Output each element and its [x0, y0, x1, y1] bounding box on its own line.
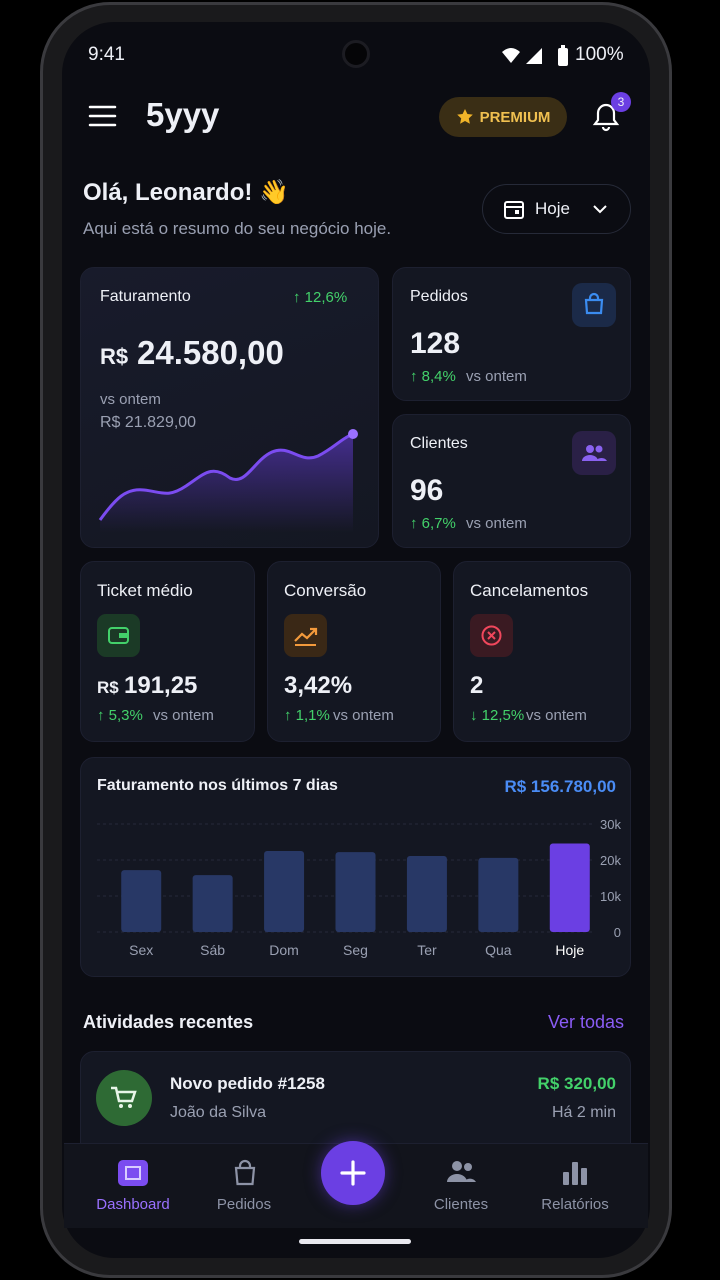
y-tick-label: 20k — [600, 853, 621, 868]
notification-badge: 3 — [611, 92, 631, 112]
revenue-change: ↑ 12,6% — [293, 289, 348, 306]
home-indicator — [299, 1239, 411, 1244]
card-suffix: vs ontem — [526, 707, 587, 724]
bar — [335, 852, 376, 932]
card-suffix: vs ontem — [333, 707, 394, 724]
clients-nav-icon — [447, 1161, 476, 1182]
card-value: 191,25 — [124, 672, 198, 699]
period-label: Hoje — [535, 199, 570, 218]
bar — [549, 843, 590, 932]
stat-suffix: vs ontem — [466, 368, 527, 385]
bar — [478, 857, 519, 932]
activities-title: Atividades recentes — [83, 1012, 254, 1032]
revenue-title: Faturamento — [100, 288, 191, 305]
y-tick-label: 10k — [600, 889, 621, 904]
app-name: 5yyy — [146, 96, 220, 133]
notification-button[interactable] — [590, 100, 624, 134]
orders-icon — [572, 283, 616, 327]
wallet-icon — [97, 614, 140, 657]
y-tick-label: 0 — [614, 925, 621, 940]
status-icons — [502, 48, 542, 64]
revenue-compare-value: R$ 21.829,00 — [100, 414, 197, 431]
nav-label[interactable]: Clientes — [433, 1196, 489, 1213]
menu-button[interactable] — [88, 104, 118, 128]
x-tick-label: Seg — [343, 942, 368, 958]
trend-icon — [284, 614, 327, 657]
bar — [121, 870, 162, 932]
chevron-icon — [593, 205, 607, 214]
activity-time: Há 2 min — [551, 1104, 616, 1121]
activities-link[interactable]: Ver todas — [547, 1012, 624, 1032]
card-value: 3,42% — [284, 672, 353, 699]
activity-amount: R$ 320,00 — [537, 1074, 616, 1093]
x-tick-label: Hoje — [555, 942, 584, 958]
premium-badge[interactable]: PREMIUM — [439, 97, 567, 137]
bar-chart: 0 10k 20k 30k Sex Sáb Dom Seg Ter Qua Hoje — [97, 817, 621, 958]
battery-level: 100% — [575, 44, 624, 65]
chart-total: R$ 156.780,00 — [504, 777, 616, 796]
card-title: Conversão — [284, 581, 367, 600]
star-icon — [456, 109, 473, 124]
stat-value: 96 — [410, 474, 444, 507]
status-time: 9:41 — [88, 44, 125, 65]
reports-nav-icon — [563, 1162, 587, 1185]
activity-subtitle: João da Silva — [170, 1104, 267, 1121]
cart-icon — [96, 1070, 152, 1126]
card-change: ↑ 5,3% — [97, 707, 143, 724]
clients-icon — [572, 431, 616, 475]
stat-suffix: vs ontem — [466, 515, 527, 532]
card-value: 2 — [470, 672, 484, 699]
x-tick-label: Ter — [417, 942, 437, 958]
revenue-amount: 24.580,00 — [137, 334, 284, 371]
card-title: Ticket médio — [97, 581, 193, 600]
battery-icon — [558, 45, 568, 66]
x-tick-label: Sex — [129, 942, 153, 958]
calendar-icon — [504, 201, 524, 219]
card-change: ↑ 1,1% — [284, 707, 330, 724]
y-tick-label: 30k — [600, 817, 621, 832]
dashboard-icon — [118, 1160, 148, 1186]
card-title: Cancelamentos — [470, 581, 589, 600]
greeting-title: Olá, Leonardo! 👋 — [83, 179, 289, 206]
revenue-currency: R$ — [100, 344, 129, 369]
x-tick-label: Dom — [269, 942, 299, 958]
bar — [406, 856, 447, 932]
stat-value: 128 — [410, 327, 461, 360]
revenue-sparkline — [98, 429, 358, 532]
stat-title: Clientes — [410, 435, 468, 452]
period-selector[interactable]: Hoje — [482, 184, 631, 234]
orders-nav-icon — [234, 1159, 256, 1186]
card-change: ↓ 12,5% — [470, 707, 525, 724]
x-tick-label: Sáb — [200, 942, 225, 958]
nav-label[interactable]: Relatórios — [541, 1196, 609, 1213]
chart-title: Faturamento nos últimos 7 dias — [97, 777, 338, 794]
activity-title: Novo pedido #1258 — [170, 1074, 325, 1093]
cancel-icon — [470, 614, 513, 657]
nav-label[interactable]: Dashboard — [96, 1196, 170, 1213]
camera — [342, 40, 370, 68]
bar — [192, 875, 233, 932]
x-tick-label: Qua — [485, 942, 512, 958]
greeting-subtitle: Aqui está o resumo do seu negócio hoje. — [83, 219, 392, 238]
bar — [264, 851, 305, 932]
stat-title: Pedidos — [410, 288, 468, 305]
stat-change: ↑ 6,7% — [410, 515, 456, 532]
card-currency: R$ — [97, 678, 119, 697]
stat-change: ↑ 8,4% — [410, 368, 456, 385]
add-button[interactable] — [321, 1141, 385, 1205]
card-suffix: vs ontem — [153, 707, 214, 724]
premium-label: PREMIUM — [479, 108, 551, 126]
nav-label[interactable]: Pedidos — [216, 1196, 272, 1213]
revenue-compare-label: vs ontem — [100, 391, 161, 408]
